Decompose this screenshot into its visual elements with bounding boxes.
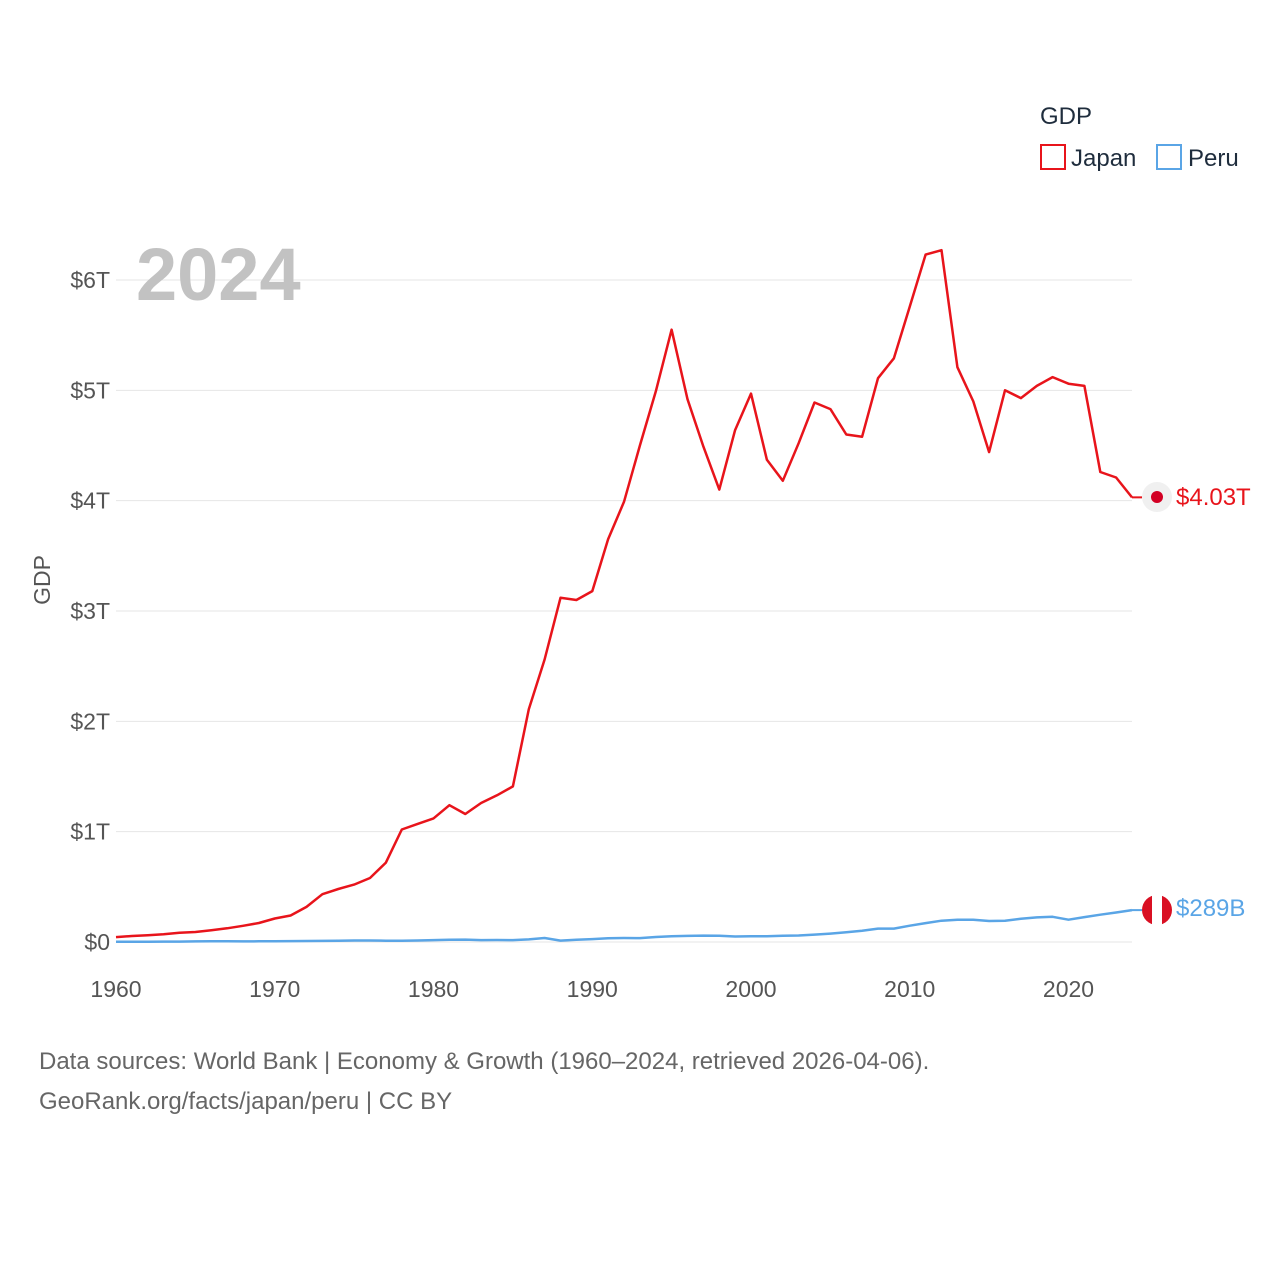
- x-tick-label: 2010: [884, 976, 935, 1002]
- legend-swatch-japan: [1040, 144, 1066, 170]
- series-lines: [115, 248, 1142, 944]
- series-line-japan[interactable]: [115, 248, 1133, 939]
- series-line-peru[interactable]: [115, 908, 1133, 944]
- x-tick-label: 1960: [90, 976, 141, 1002]
- grid-lines: [116, 279, 1132, 943]
- year-label: 2024: [136, 233, 301, 316]
- legend-swatch-peru: [1156, 144, 1182, 170]
- footer: Data sources: World Bank | Economy & Gro…: [39, 1042, 929, 1122]
- y-axis-ticks: $0 $1T $2T $3T $4T $5T $6T: [70, 267, 110, 955]
- y-tick-label: $3T: [70, 598, 110, 624]
- x-tick-label: 1970: [249, 976, 300, 1002]
- x-tick-label: 2000: [725, 976, 776, 1002]
- footer-sources: Data sources: World Bank | Economy & Gro…: [39, 1048, 930, 1075]
- peru-flag-icon: [1142, 895, 1172, 925]
- y-tick-label: $5T: [70, 377, 110, 403]
- y-tick-label: $6T: [70, 267, 110, 293]
- japan-end-label: $4.03T: [1176, 484, 1251, 511]
- y-tick-label: $1T: [70, 819, 110, 845]
- x-tick-label: 1980: [408, 976, 459, 1002]
- legend-item-japan[interactable]: Japan: [1040, 144, 1136, 172]
- x-axis-ticks: 1960 1970 1980 1990 2000 2010 2020: [90, 976, 1094, 1002]
- legend: GDP Japan Peru: [1040, 103, 1239, 172]
- legend-label-peru: Peru: [1188, 145, 1239, 172]
- peru-end-label: $289B: [1176, 895, 1245, 922]
- y-tick-label: $0: [84, 929, 110, 955]
- y-axis-title: GDP: [29, 555, 55, 605]
- x-tick-label: 2020: [1043, 976, 1094, 1002]
- japan-flag-icon: [1142, 482, 1172, 512]
- y-tick-label: $2T: [70, 708, 110, 734]
- legend-title: GDP: [1040, 103, 1092, 130]
- legend-item-peru[interactable]: Peru: [1156, 144, 1239, 172]
- footer-attribution[interactable]: GeoRank.org/facts/japan/peru | CC BY: [39, 1088, 453, 1115]
- x-tick-label: 1990: [567, 976, 618, 1002]
- y-tick-label: $4T: [70, 488, 110, 514]
- legend-label-japan: Japan: [1071, 145, 1136, 172]
